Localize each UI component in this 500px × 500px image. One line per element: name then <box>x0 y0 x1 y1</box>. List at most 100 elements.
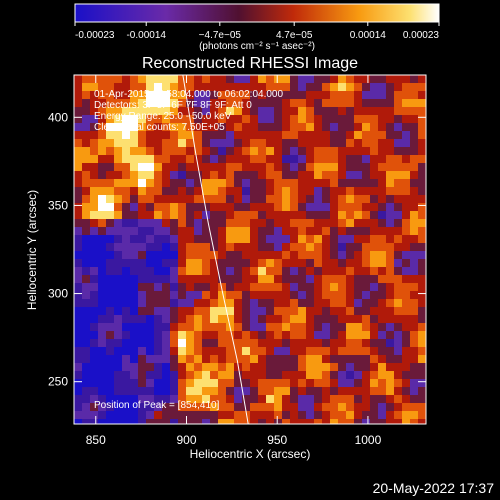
heatmap-cell <box>186 331 194 339</box>
heatmap-cell <box>210 115 218 123</box>
heatmap-cell <box>138 107 146 115</box>
heatmap-cell <box>418 339 426 347</box>
heatmap-cell <box>274 243 282 251</box>
heatmap-cell <box>354 227 362 235</box>
heatmap-cell <box>186 339 194 347</box>
heatmap-cell <box>258 267 266 275</box>
heatmap-cell <box>226 203 234 211</box>
heatmap-cell <box>138 403 146 411</box>
heatmap-cell <box>122 387 130 395</box>
heatmap-cell <box>130 347 138 355</box>
heatmap-cell <box>114 291 122 299</box>
heatmap-cell <box>338 227 346 235</box>
heatmap-cell <box>410 395 418 403</box>
heatmap-cell <box>258 363 266 371</box>
heatmap-cell <box>130 139 138 147</box>
heatmap-cell <box>202 275 210 283</box>
heatmap-cell <box>154 219 162 227</box>
heatmap-cell <box>410 75 418 83</box>
heatmap-cell <box>370 131 378 139</box>
heatmap-cell <box>346 411 354 419</box>
heatmap-cell <box>250 179 258 187</box>
heatmap-cell <box>106 259 114 267</box>
heatmap-cell <box>106 339 114 347</box>
heatmap-cell <box>146 211 154 219</box>
heatmap-cell <box>306 259 314 267</box>
heatmap-cell <box>98 115 106 123</box>
heatmap-cell <box>266 115 274 123</box>
heatmap-cell <box>90 147 98 155</box>
heatmap-cell <box>370 139 378 147</box>
heatmap-cell <box>186 147 194 155</box>
heatmap-cell <box>266 235 274 243</box>
heatmap-cell <box>410 371 418 379</box>
heatmap-cell <box>202 91 210 99</box>
heatmap-cell <box>162 155 170 163</box>
heatmap-cell <box>386 99 394 107</box>
heatmap-cell <box>90 243 98 251</box>
heatmap-cell <box>74 139 82 147</box>
heatmap-cell <box>266 203 274 211</box>
heatmap-cell <box>74 99 82 107</box>
heatmap-cell <box>170 267 178 275</box>
heatmap-cell <box>202 179 210 187</box>
heatmap-cell <box>194 123 202 131</box>
heatmap-cell <box>106 283 114 291</box>
heatmap-cell <box>258 131 266 139</box>
heatmap-cell <box>410 131 418 139</box>
heatmap-cell <box>258 179 266 187</box>
heatmap-cell <box>330 163 338 171</box>
heatmap-cell <box>194 283 202 291</box>
heatmap-cell <box>114 163 122 171</box>
heatmap-cell <box>242 187 250 195</box>
heatmap-cell <box>290 203 298 211</box>
heatmap-cell <box>178 107 186 115</box>
heatmap-cell <box>346 91 354 99</box>
heatmap-cell <box>234 275 242 283</box>
heatmap-cell <box>394 355 402 363</box>
heatmap-cell <box>122 315 130 323</box>
heatmap-cell <box>178 419 186 424</box>
heatmap-cell <box>330 371 338 379</box>
heatmap-cell <box>306 355 314 363</box>
heatmap-cell <box>130 419 138 424</box>
heatmap-cell <box>418 363 426 371</box>
heatmap-cell <box>290 267 298 275</box>
heatmap-cell <box>122 339 130 347</box>
heatmap-cell <box>418 323 426 331</box>
heatmap-cell <box>330 291 338 299</box>
heatmap-cell <box>314 379 322 387</box>
heatmap-cell <box>250 379 258 387</box>
heatmap-cell <box>106 323 114 331</box>
heatmap-cell <box>290 419 298 424</box>
heatmap-cell <box>394 283 402 291</box>
heatmap-cell <box>202 75 210 83</box>
heatmap-cell <box>338 371 346 379</box>
heatmap-cell <box>314 283 322 291</box>
heatmap-cell <box>338 331 346 339</box>
heatmap-cell <box>250 155 258 163</box>
heatmap-cell <box>114 91 122 99</box>
heatmap-cell <box>82 123 90 131</box>
plot-frame <box>73 74 427 425</box>
heatmap-cell <box>218 371 226 379</box>
heatmap-cell <box>162 323 170 331</box>
heatmap-cell <box>98 395 106 403</box>
heatmap-cell <box>122 107 130 115</box>
heatmap-cell <box>258 243 266 251</box>
heatmap-cell <box>402 91 410 99</box>
heatmap-cell <box>154 139 162 147</box>
heatmap-cell <box>154 171 162 179</box>
heatmap-cell <box>338 171 346 179</box>
heatmap-cell <box>258 219 266 227</box>
heatmap-cell <box>346 315 354 323</box>
heatmap-cell <box>178 307 186 315</box>
heatmap-cell <box>146 243 154 251</box>
heatmap-cell <box>74 339 82 347</box>
heatmap-cell <box>210 251 218 259</box>
heatmap-cell <box>114 227 122 235</box>
heatmap-cell <box>330 83 338 91</box>
heatmap-cell <box>386 243 394 251</box>
heatmap-cell <box>402 387 410 395</box>
heatmap-cell <box>186 363 194 371</box>
